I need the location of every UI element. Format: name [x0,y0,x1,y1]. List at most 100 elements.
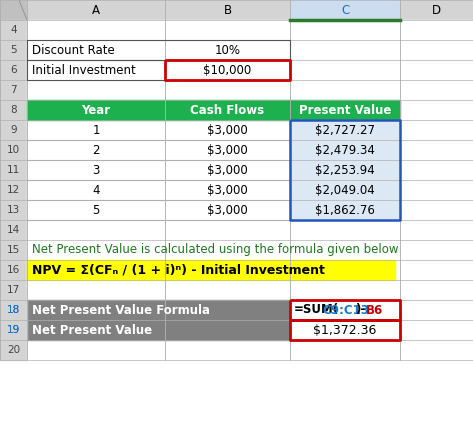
Polygon shape [290,100,400,120]
Polygon shape [290,320,400,340]
Polygon shape [0,80,27,100]
Polygon shape [0,320,27,340]
Text: $3,000: $3,000 [207,203,248,216]
Text: $3,000: $3,000 [207,184,248,197]
Polygon shape [165,100,290,120]
Polygon shape [0,160,27,180]
Polygon shape [290,200,400,220]
Polygon shape [400,140,473,160]
Text: Cash Flows: Cash Flows [191,103,264,116]
Polygon shape [27,20,165,40]
Text: $1,862.76: $1,862.76 [315,203,375,216]
Polygon shape [400,100,473,120]
Polygon shape [27,200,165,220]
Text: 19: 19 [7,325,20,335]
Text: 1: 1 [92,124,100,136]
Polygon shape [27,140,165,160]
Polygon shape [27,0,165,20]
Text: 14: 14 [7,225,20,235]
Polygon shape [290,120,400,140]
Polygon shape [0,60,27,80]
Polygon shape [27,160,165,180]
Polygon shape [400,280,473,300]
Text: 18: 18 [7,305,20,315]
Text: B: B [223,3,232,16]
Polygon shape [27,100,165,120]
Polygon shape [400,260,473,280]
Text: )-: )- [355,303,365,316]
Polygon shape [27,300,165,320]
Text: 3: 3 [92,163,100,176]
Polygon shape [27,260,395,280]
Text: C9:C13: C9:C13 [322,303,369,316]
Text: 19: 19 [7,325,20,335]
Polygon shape [0,260,27,280]
Text: Discount Rate: Discount Rate [32,43,115,57]
Text: D: D [432,3,441,16]
Polygon shape [27,180,165,200]
Polygon shape [290,180,400,200]
Polygon shape [0,200,27,220]
Polygon shape [290,320,400,340]
Polygon shape [165,160,290,180]
Polygon shape [0,240,27,260]
Text: 17: 17 [7,285,20,295]
Text: NPV = Σ(CFₙ / (1 + i)ⁿ) - Initial Investment: NPV = Σ(CFₙ / (1 + i)ⁿ) - Initial Invest… [32,263,325,276]
Polygon shape [400,120,473,140]
Polygon shape [27,60,165,80]
Polygon shape [290,340,400,360]
Polygon shape [290,280,400,300]
Polygon shape [400,160,473,180]
Polygon shape [400,200,473,220]
Text: 5: 5 [92,203,100,216]
Text: Year: Year [81,103,111,116]
Polygon shape [165,200,290,220]
Polygon shape [0,40,27,60]
Polygon shape [290,60,400,80]
Polygon shape [165,140,290,160]
Polygon shape [0,320,27,340]
Polygon shape [0,340,27,360]
Polygon shape [0,280,27,300]
Text: 2: 2 [92,143,100,157]
Polygon shape [290,20,400,40]
Polygon shape [27,320,165,340]
Text: 20: 20 [7,345,20,355]
Text: =SUM(: =SUM( [294,303,339,316]
Text: 4: 4 [92,184,100,197]
Text: $2,479.34: $2,479.34 [315,143,375,157]
Text: 18: 18 [7,305,20,315]
Polygon shape [400,40,473,60]
Polygon shape [165,100,290,120]
Polygon shape [290,0,400,20]
Text: Net Present Value: Net Present Value [32,324,152,336]
Polygon shape [165,340,290,360]
Text: $2,727.27: $2,727.27 [315,124,375,136]
Text: 16: 16 [7,265,20,275]
Polygon shape [0,220,27,240]
Polygon shape [400,0,473,20]
Text: 11: 11 [7,165,20,175]
Text: Initial Investment: Initial Investment [32,63,136,76]
Polygon shape [165,80,290,100]
Text: Present Value: Present Value [299,103,391,116]
Polygon shape [0,120,27,140]
Polygon shape [400,20,473,40]
Polygon shape [27,120,165,140]
Text: 15: 15 [7,245,20,255]
Polygon shape [165,20,290,40]
Text: $10,000: $10,000 [203,63,252,76]
Text: 7: 7 [10,85,17,95]
Text: 12: 12 [7,185,20,195]
Text: 10%: 10% [214,43,240,57]
Polygon shape [27,240,165,260]
Polygon shape [290,80,400,100]
Polygon shape [165,320,290,340]
Text: B6: B6 [366,303,383,316]
Polygon shape [0,140,27,160]
Text: $3,000: $3,000 [207,163,248,176]
Text: 13: 13 [7,205,20,215]
Polygon shape [165,280,290,300]
Polygon shape [165,120,290,140]
Polygon shape [27,320,290,340]
